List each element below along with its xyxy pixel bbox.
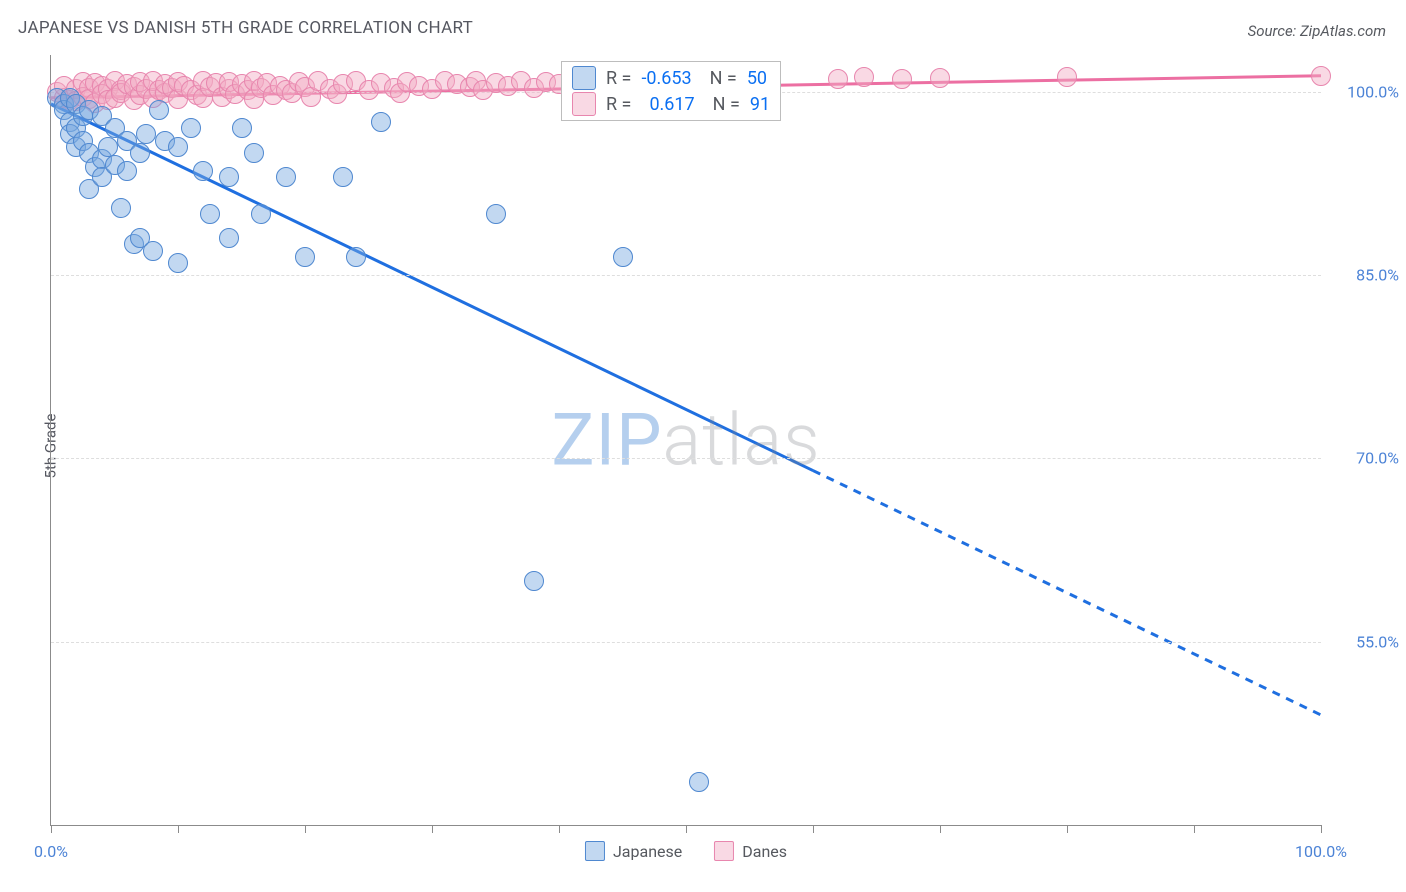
r-label: R = — [606, 68, 631, 89]
series-legend: Japanese Danes — [585, 841, 787, 861]
x-tick — [305, 825, 306, 833]
point-danes — [828, 69, 848, 89]
n-value-danes: 91 — [750, 94, 770, 115]
point-japanese — [219, 167, 239, 187]
x-tick — [813, 825, 814, 833]
point-japanese — [219, 228, 239, 248]
legend-swatch-danes — [714, 841, 734, 861]
point-japanese — [251, 204, 271, 224]
swatch-danes — [572, 92, 596, 116]
n-label: N = — [710, 68, 737, 89]
point-danes — [1311, 66, 1331, 86]
point-japanese — [130, 143, 150, 163]
point-japanese — [232, 118, 252, 138]
watermark-atlas: atlas — [663, 398, 821, 483]
stats-legend: R = -0.653 N = 50 R = 0.617 N = 91 — [561, 61, 781, 121]
point-japanese — [168, 253, 188, 273]
point-japanese — [143, 241, 163, 261]
x-tick — [1321, 825, 1322, 833]
point-japanese — [111, 198, 131, 218]
trend-lines-svg — [51, 55, 1321, 825]
x-tick — [51, 825, 52, 833]
watermark: ZIPatlas — [551, 398, 820, 483]
source-prefix: Source: — [1248, 22, 1300, 40]
point-japanese — [295, 247, 315, 267]
x-tick — [940, 825, 941, 833]
y-tick-label: 85.0% — [1356, 266, 1399, 285]
x-tick-label: 0.0% — [34, 842, 68, 861]
x-tick — [432, 825, 433, 833]
watermark-zip: ZIP — [551, 398, 662, 483]
point-japanese — [181, 118, 201, 138]
point-danes — [930, 68, 950, 88]
r-value-japanese: -0.653 — [641, 68, 691, 89]
point-danes — [1057, 67, 1077, 87]
point-japanese — [168, 137, 188, 157]
point-japanese — [346, 247, 366, 267]
n-label: N = — [713, 94, 740, 115]
y-tick-label: 55.0% — [1356, 632, 1399, 651]
y-tick-label: 100.0% — [1347, 82, 1399, 101]
point-japanese — [486, 204, 506, 224]
r-value-danes: 0.617 — [649, 94, 694, 115]
point-japanese — [371, 112, 391, 132]
point-japanese — [200, 204, 220, 224]
point-danes — [892, 69, 912, 89]
point-japanese — [689, 772, 709, 792]
legend-label-danes: Danes — [742, 842, 787, 861]
gridline — [51, 275, 1321, 276]
source-name: ZipAtlas.com — [1300, 22, 1386, 40]
point-japanese — [613, 247, 633, 267]
legend-item-danes: Danes — [714, 841, 787, 861]
plot-area: ZIPatlas Japanese Danes 55.0%70.0%85.0%1… — [50, 55, 1321, 826]
point-japanese — [149, 100, 169, 120]
x-tick — [1194, 825, 1195, 833]
trend-line — [51, 104, 813, 471]
point-japanese — [193, 161, 213, 181]
x-tick — [1067, 825, 1068, 833]
point-japanese — [333, 167, 353, 187]
n-value-japanese: 50 — [747, 68, 767, 89]
x-tick-label: 100.0% — [1295, 842, 1347, 861]
chart-title: JAPANESE VS DANISH 5TH GRADE CORRELATION… — [18, 18, 473, 38]
gridline — [51, 642, 1321, 643]
point-japanese — [524, 571, 544, 591]
trend-line — [813, 471, 1321, 715]
r-label: R = — [606, 94, 631, 115]
x-tick — [178, 825, 179, 833]
point-japanese — [117, 161, 137, 181]
x-tick — [559, 825, 560, 833]
stats-legend-row-danes: R = 0.617 N = 91 — [572, 92, 770, 116]
y-tick-label: 70.0% — [1356, 449, 1399, 468]
point-japanese — [136, 124, 156, 144]
legend-swatch-japanese — [585, 841, 605, 861]
point-japanese — [98, 137, 118, 157]
point-danes — [854, 67, 874, 87]
swatch-japanese — [572, 66, 596, 90]
stats-legend-row-japanese: R = -0.653 N = 50 — [572, 66, 770, 90]
legend-label-japanese: Japanese — [613, 842, 682, 861]
gridline — [51, 458, 1321, 459]
legend-item-japanese: Japanese — [585, 841, 682, 861]
point-japanese — [276, 167, 296, 187]
point-japanese — [244, 143, 264, 163]
source-label: Source: ZipAtlas.com — [1248, 22, 1386, 40]
x-tick — [686, 825, 687, 833]
